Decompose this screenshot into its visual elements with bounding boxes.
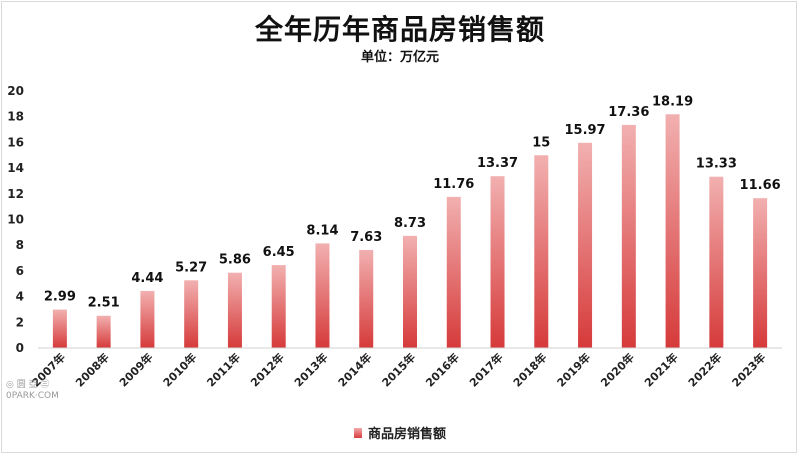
- bar: [665, 114, 680, 348]
- x-tick-label: 2020年: [598, 350, 637, 389]
- y-tick-label: 16: [7, 135, 24, 149]
- bar: [403, 235, 417, 348]
- bar: [52, 309, 67, 348]
- x-tick-label: 2017年: [466, 350, 505, 389]
- data-label: 13.33: [696, 157, 737, 172]
- bar: [490, 176, 505, 348]
- bar: [753, 198, 768, 348]
- bar: [621, 124, 636, 348]
- y-tick-label: 6: [16, 264, 24, 278]
- x-tick-label: 2021年: [641, 350, 680, 389]
- legend-label: 商品房销售额: [367, 427, 446, 442]
- bar: [96, 315, 111, 348]
- data-label: 8.73: [394, 216, 426, 231]
- data-label: 11.76: [433, 177, 474, 192]
- chart-legend: 商品房销售额: [0, 423, 800, 442]
- watermark-logo: ◎ 圆 亞 ㊂: [6, 380, 50, 390]
- chart-title: 全年历年商品房销售额: [254, 13, 545, 46]
- y-tick-label: 8: [16, 238, 24, 252]
- data-label: 15: [532, 135, 550, 150]
- bar: [227, 272, 242, 348]
- watermark-text: 0PARK·COM: [6, 391, 59, 401]
- x-tick-label: 2013年: [291, 350, 330, 389]
- watermark: ◎ 圆 亞 ㊂ 0PARK·COM: [6, 380, 59, 402]
- y-tick-label: 4: [16, 290, 24, 304]
- data-label: 5.27: [175, 260, 207, 275]
- y-tick-label: 12: [7, 187, 24, 201]
- data-label: 11.66: [740, 178, 781, 193]
- data-label: 2.51: [88, 296, 120, 311]
- x-tick-label: 2016年: [423, 350, 462, 389]
- x-tick-label: 2014年: [335, 350, 374, 389]
- x-tick-label: 2010年: [160, 350, 199, 389]
- x-tick-label: 2022年: [685, 350, 724, 389]
- x-tick-label: 2015年: [379, 350, 418, 389]
- bar: [359, 249, 374, 348]
- data-label: 2.99: [44, 290, 76, 305]
- bar: [140, 290, 155, 348]
- y-tick-label: 2: [16, 315, 24, 329]
- y-tick-label: 0: [16, 341, 24, 355]
- legend-swatch: [353, 427, 362, 438]
- y-tick-label: 18: [7, 110, 24, 124]
- bar: [709, 176, 724, 348]
- x-tick-label: 2009年: [116, 350, 155, 389]
- x-tick-label: 2008年: [72, 350, 111, 389]
- y-tick-label: 20: [7, 84, 24, 98]
- x-tick-label: 2012年: [247, 350, 286, 389]
- data-label: 18.19: [652, 94, 693, 109]
- bar: [578, 142, 593, 348]
- x-tick-label: 2018年: [510, 350, 549, 389]
- bar: [271, 265, 286, 348]
- y-tick-label: 14: [7, 161, 24, 175]
- bar: [446, 196, 461, 348]
- chart-subtitle: 单位：万亿元: [360, 50, 439, 65]
- y-tick-label: 10: [7, 213, 24, 227]
- data-label: 5.86: [219, 253, 251, 268]
- data-label: 8.14: [306, 223, 338, 238]
- bar: [534, 155, 549, 348]
- x-tick-label: 2011年: [204, 350, 243, 389]
- data-label: 13.37: [477, 156, 518, 171]
- bar: [315, 243, 330, 348]
- bar: [184, 280, 199, 348]
- data-label: 4.44: [131, 271, 163, 286]
- x-tick-label: 2023年: [729, 350, 768, 389]
- data-label: 17.36: [608, 105, 649, 120]
- x-tick-label: 2019年: [554, 350, 593, 389]
- data-label: 6.45: [263, 245, 295, 260]
- data-label: 7.63: [350, 230, 382, 245]
- data-label: 15.97: [564, 123, 605, 138]
